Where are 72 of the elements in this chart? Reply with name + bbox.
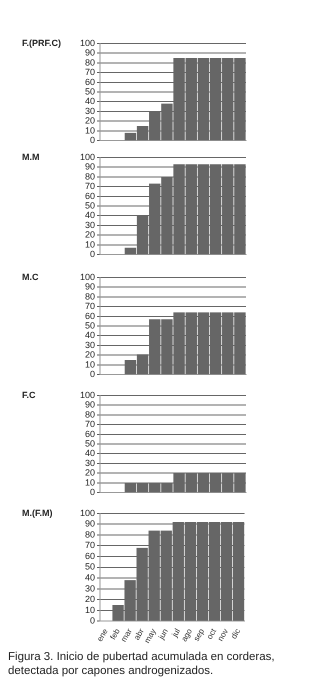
y-tick-label: 90 (85, 518, 96, 529)
y-tick-label: 0 (90, 135, 96, 146)
x-tick-label: mar (119, 626, 134, 644)
y-tick-label: 10 (85, 477, 96, 488)
y-tick-label: 10 (85, 239, 96, 250)
y-tick-label: 20 (85, 468, 96, 478)
y-tick-label: 90 (85, 400, 96, 410)
y-tick-label: 10 (85, 359, 96, 370)
y-tick-label: 50 (85, 320, 96, 330)
x-tick-label: feb (108, 626, 122, 642)
y-tick-label: 100 (80, 508, 96, 518)
x-tick-label: jul (170, 626, 182, 640)
y-tick-label: 60 (85, 76, 96, 87)
y-tick-label: 90 (85, 162, 96, 172)
y-tick-label: 0 (90, 487, 96, 498)
chart-title: F.(PRF.C) (22, 38, 61, 48)
y-tick-label: 70 (85, 419, 96, 430)
x-tick-label: oct (204, 626, 218, 641)
y-tick-label: 40 (85, 572, 96, 583)
y-tick-label: 100 (80, 152, 96, 162)
y-tick-label: 50 (85, 200, 96, 210)
y-tick-label: 30 (85, 220, 96, 230)
y-tick-label: 30 (85, 583, 96, 594)
text: Figura 3. Inicio de pubertad acumulada en corderas, detectada por capones androgenizados. (8, 650, 276, 678)
y-tick-label: 80 (85, 409, 96, 420)
y-tick-label: 60 (85, 310, 96, 321)
chart-title: M.M (22, 152, 40, 162)
x-tick-label: jun (156, 627, 170, 642)
y-tick-label: 30 (85, 106, 96, 116)
x-tick-label: dic (229, 627, 242, 640)
y-tick-label: 70 (85, 301, 96, 312)
y-tick-label: 80 (85, 171, 96, 182)
y-tick-label: 60 (85, 428, 96, 439)
y-tick-label: 50 (85, 438, 96, 448)
y-tick-label: 90 (85, 48, 96, 58)
chart-title: M.(F.M) (22, 508, 52, 518)
y-tick-label: 0 (90, 249, 96, 260)
y-tick-label: 70 (85, 181, 96, 192)
x-tick-label: abr (132, 626, 146, 642)
y-tick-label: 40 (85, 330, 96, 340)
y-tick-label: 20 (85, 230, 96, 240)
y-tick-label: 60 (85, 550, 96, 561)
y-tick-label: 100 (80, 390, 96, 400)
y-tick-label: 40 (85, 96, 96, 106)
x-tick-label: nov (216, 627, 230, 643)
chart-title: F.C (22, 390, 36, 400)
x-tick-label: ago (180, 626, 194, 644)
y-tick-label: 50 (85, 86, 96, 96)
y-tick-label: 10 (85, 125, 96, 136)
x-tick-label: ene (95, 626, 110, 644)
y-tick-label: 80 (85, 57, 96, 68)
x-tick-label: sep (192, 626, 206, 643)
y-tick-label: 0 (90, 616, 96, 626)
y-tick-label: 70 (85, 67, 96, 78)
y-tick-label: 20 (85, 594, 96, 604)
y-tick-label: 10 (85, 604, 96, 615)
y-tick-label: 30 (85, 340, 96, 350)
y-tick-label: 40 (85, 210, 96, 220)
y-tick-label: 80 (85, 291, 96, 302)
y-tick-label: 100 (80, 272, 96, 282)
y-tick-label: 0 (90, 369, 96, 380)
y-tick-label: 80 (85, 529, 96, 540)
y-tick-label: 20 (85, 350, 96, 360)
y-tick-label: 50 (85, 562, 96, 572)
y-tick-label: 100 (80, 38, 96, 48)
y-tick-label: 30 (85, 458, 96, 468)
y-tick-label: 60 (85, 190, 96, 201)
y-tick-label: 40 (85, 448, 96, 458)
y-tick-label: 90 (85, 282, 96, 292)
chart-title: M.C (22, 272, 38, 282)
y-tick-label: 20 (85, 116, 96, 126)
y-tick-label: 70 (85, 540, 96, 550)
